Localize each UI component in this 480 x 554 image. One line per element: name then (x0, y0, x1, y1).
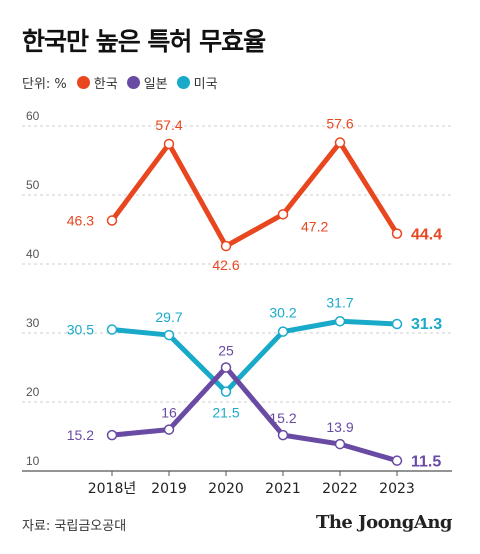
data-label-usa: 21.5 (212, 405, 239, 421)
data-point-japan (277, 429, 289, 441)
data-point-usa (106, 324, 118, 335)
data-label-usa: 31.3 (411, 316, 442, 333)
series-line-usa (109, 318, 400, 395)
data-label-usa: 30.2 (269, 305, 296, 321)
y-tick-label: 10 (26, 454, 40, 468)
y-tick-label: 50 (26, 178, 40, 192)
data-point-korea (277, 209, 289, 220)
x-tick-label: 2023 (379, 481, 415, 497)
data-point-japan (334, 438, 346, 450)
legend-label-japan: 일본 (143, 76, 168, 92)
x-tick-label: 2022 (322, 481, 358, 497)
data-label-japan: 15.2 (67, 427, 94, 443)
brand-logo: The JoongAng (315, 512, 453, 533)
series-line-korea (109, 140, 400, 249)
data-label-japan: 11.5 (411, 454, 441, 471)
legend: 단위: % 한국 일본 미국 (22, 72, 227, 92)
data-label-japan: 25 (218, 343, 234, 359)
unit-label: 단위: % (22, 76, 67, 92)
legend-item-korea: 한국 (76, 73, 118, 92)
legend-item-usa: 미국 (176, 73, 218, 92)
source-note: 자료: 국립금오공대 (22, 519, 127, 534)
data-point-korea (163, 138, 175, 150)
data-point-usa (334, 316, 346, 327)
data-point-usa (220, 386, 232, 397)
x-tick-label: 2020 (208, 481, 244, 497)
data-point-korea (220, 240, 232, 252)
data-point-usa (391, 318, 403, 330)
data-point-japan (391, 455, 403, 466)
x-tick-label: 2021 (265, 481, 301, 497)
data-label-korea: 46.3 (67, 213, 94, 229)
data-label-usa: 29.7 (155, 309, 182, 325)
data-label-korea: 44.4 (411, 227, 442, 244)
data-label-korea: 57.6 (326, 116, 353, 132)
data-point-japan (220, 362, 232, 373)
data-label-japan: 13.9 (326, 419, 353, 435)
legend-label-korea: 한국 (93, 76, 118, 92)
legend-dot-korea (76, 75, 90, 89)
data-label-usa: 30.5 (67, 322, 94, 338)
legend-label-usa: 미국 (193, 76, 218, 92)
x-tick-label: 2018년 (88, 481, 137, 497)
data-label-usa: 31.7 (326, 294, 353, 310)
chart-title: 한국만 높은 특허 무효율 (22, 27, 266, 56)
series-line-japan (109, 365, 400, 464)
data-label-korea: 47.2 (301, 218, 328, 234)
data-point-korea (391, 228, 403, 239)
data-point-usa (163, 329, 175, 341)
data-point-korea (106, 215, 118, 226)
y-tick-label: 40 (26, 247, 40, 261)
legend-dot-usa (176, 75, 190, 89)
data-point-japan (163, 424, 175, 435)
data-point-korea (334, 137, 346, 148)
y-tick-label: 30 (26, 316, 40, 330)
data-label-korea: 57.4 (155, 117, 182, 133)
data-label-japan: 16 (161, 405, 177, 421)
y-tick-label: 60 (26, 109, 40, 123)
data-point-japan (106, 429, 118, 441)
data-label-japan: 15.2 (269, 410, 296, 426)
data-point-usa (277, 326, 289, 337)
legend-item-japan: 일본 (126, 73, 168, 92)
legend-dot-japan (126, 75, 140, 89)
x-tick-label: 2019 (151, 481, 187, 497)
data-label-korea: 42.6 (212, 257, 239, 273)
y-tick-label: 20 (26, 385, 40, 399)
